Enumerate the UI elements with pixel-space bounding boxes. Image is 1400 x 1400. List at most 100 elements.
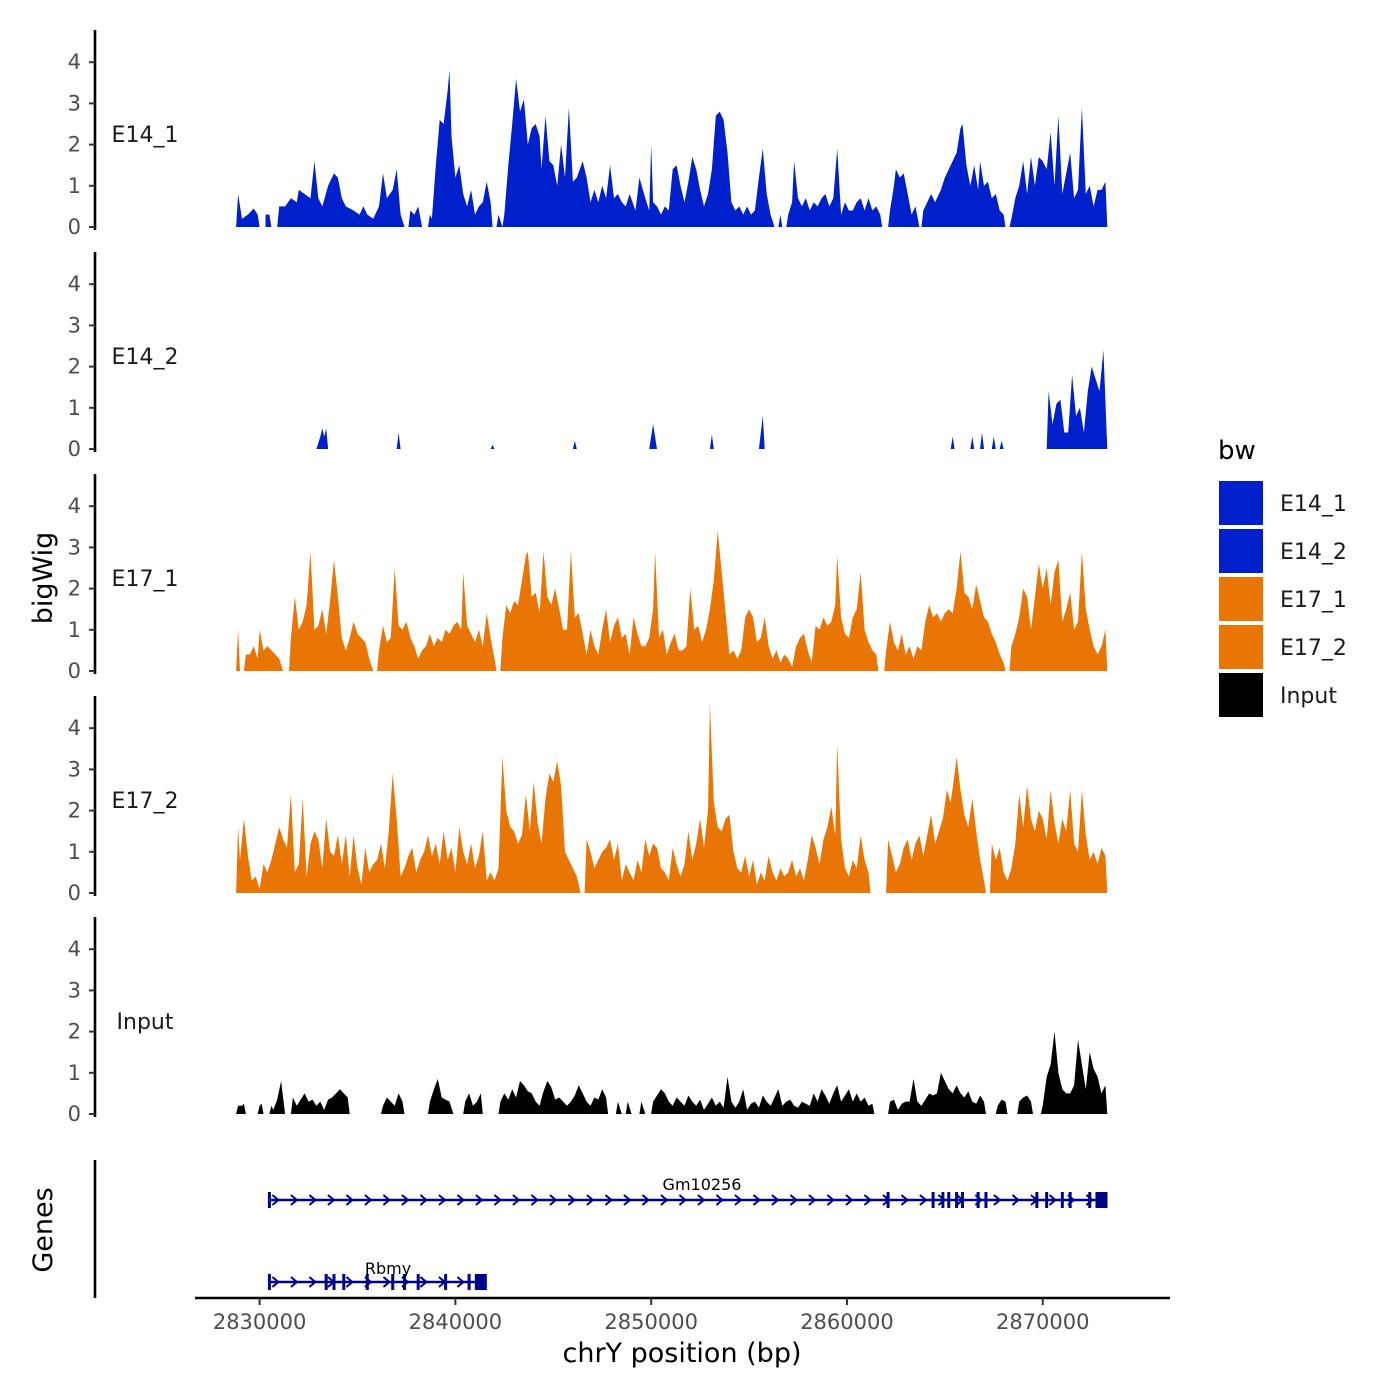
legend-item-E14_1: E14_1 [1217,479,1347,527]
strand-arrow [900,1194,909,1206]
y-tick-label: 3 [68,757,81,781]
track-E17_1: 0 1 2 3 4 E17_1 [68,474,1108,683]
strand-arrow [512,1194,521,1206]
legend-label: E17_1 [1280,588,1347,613]
strand-arrow [549,1194,558,1206]
y-tick-label: 3 [68,535,81,559]
track-E14_1: 0 1 2 3 4 E14_1 [68,30,1108,239]
exon [1068,1192,1072,1208]
strand-arrow [697,1194,706,1206]
legend-label: Input [1280,684,1337,709]
legend-title: bw [1218,436,1256,466]
y-tick-label: 1 [68,840,81,864]
track-label-E14_1: E14_1 [112,123,179,148]
strand-arrow [993,1194,1002,1206]
strand-arrow [752,1194,761,1206]
strand-arrow [789,1194,798,1206]
x-tick-label: 2840000 [409,1310,503,1334]
strand-arrow [308,1276,317,1288]
area-E17_1 [236,530,1108,671]
y-axis-title: bigWig [28,532,59,625]
exon [324,1274,328,1290]
track-label-E14_2: E14_2 [112,345,179,370]
y-tick-label: 1 [68,1061,81,1085]
exon [365,1274,369,1290]
y-tick-label: 4 [68,272,81,296]
gene-label-Gm10256: Gm10256 [663,1175,742,1194]
x-tick-label: 2860000 [800,1310,894,1334]
y-tick-label: 0 [68,659,81,683]
strand-arrow [937,1194,946,1206]
exon [1045,1192,1049,1208]
track-Input: 0 1 2 3 4 Input [68,917,1108,1126]
exon [886,1192,890,1208]
x-tick-label: 2870000 [996,1310,1090,1334]
track-E14_2: 0 1 2 3 4 E14_2 [68,252,1108,461]
y-tick-label: 2 [68,355,81,379]
legend: E14_1 E14_2 E17_1 E17_2 Input [1217,479,1347,719]
x-tick-label: 2830000 [213,1310,307,1334]
exon [267,1192,271,1208]
exon [955,1192,959,1208]
exon [941,1192,945,1208]
legend-label: E14_2 [1280,540,1347,565]
legend-swatch [1217,623,1265,671]
legend-label: E17_2 [1280,636,1347,661]
exon [474,1274,487,1290]
legend-item-E17_2: E17_2 [1217,623,1347,671]
strand-arrow [382,1194,391,1206]
strand-arrow [345,1194,354,1206]
strand-arrow [567,1194,576,1206]
y-tick-label: 3 [68,978,81,1002]
area-E14_1 [236,70,1108,228]
strand-arrow [919,1194,928,1206]
track-E17_2: 0 1 2 3 4 E17_2 [68,696,1108,905]
legend-swatch [1217,479,1265,527]
strand-arrow [1011,1194,1020,1206]
strand-arrow [771,1194,780,1206]
track-label-Input: Input [117,1010,174,1035]
exon [1088,1192,1092,1208]
genes-panel: Gm10256 Rbmy [93,1160,1108,1298]
genes-axis-title: Genes [28,1187,59,1272]
strand-arrow [530,1194,539,1206]
y-tick-label: 3 [68,91,81,115]
exon [391,1274,395,1290]
strand-arrow [327,1194,336,1206]
strand-arrow [623,1194,632,1206]
area-E14_2 [236,350,1108,449]
strand-arrow [586,1194,595,1206]
strand-arrow [678,1194,687,1206]
exon [976,1192,980,1208]
exon [416,1274,420,1290]
legend-item-E14_2: E14_2 [1217,527,1347,575]
exon [332,1274,336,1290]
strand-arrow [863,1194,872,1206]
strand-arrow [808,1194,817,1206]
strand-arrow [604,1194,613,1206]
y-tick-label: 0 [68,881,81,905]
strand-arrow [419,1276,428,1288]
legend-item-Input: Input [1217,671,1337,719]
exon [267,1274,271,1290]
gene-label-Rbmy: Rbmy [365,1259,411,1278]
exon [960,1192,964,1208]
strand-arrow [271,1276,280,1288]
exon [444,1274,448,1290]
strand-arrow [734,1194,743,1206]
legend-swatch [1217,671,1265,719]
y-tick-label: 4 [68,716,81,740]
exon [984,1192,988,1208]
area-Input [236,1031,1108,1114]
exon [1035,1192,1039,1208]
y-tick-label: 2 [68,1020,81,1044]
exon [947,1192,951,1208]
y-tick-label: 1 [68,174,81,198]
gene-Rbmy: Rbmy [267,1259,487,1290]
area-E17_2 [236,703,1108,893]
y-tick-label: 4 [68,50,81,74]
y-tick-label: 4 [68,937,81,961]
x-axis-title: chrY position (bp) [562,1338,801,1369]
exon [1060,1192,1064,1208]
